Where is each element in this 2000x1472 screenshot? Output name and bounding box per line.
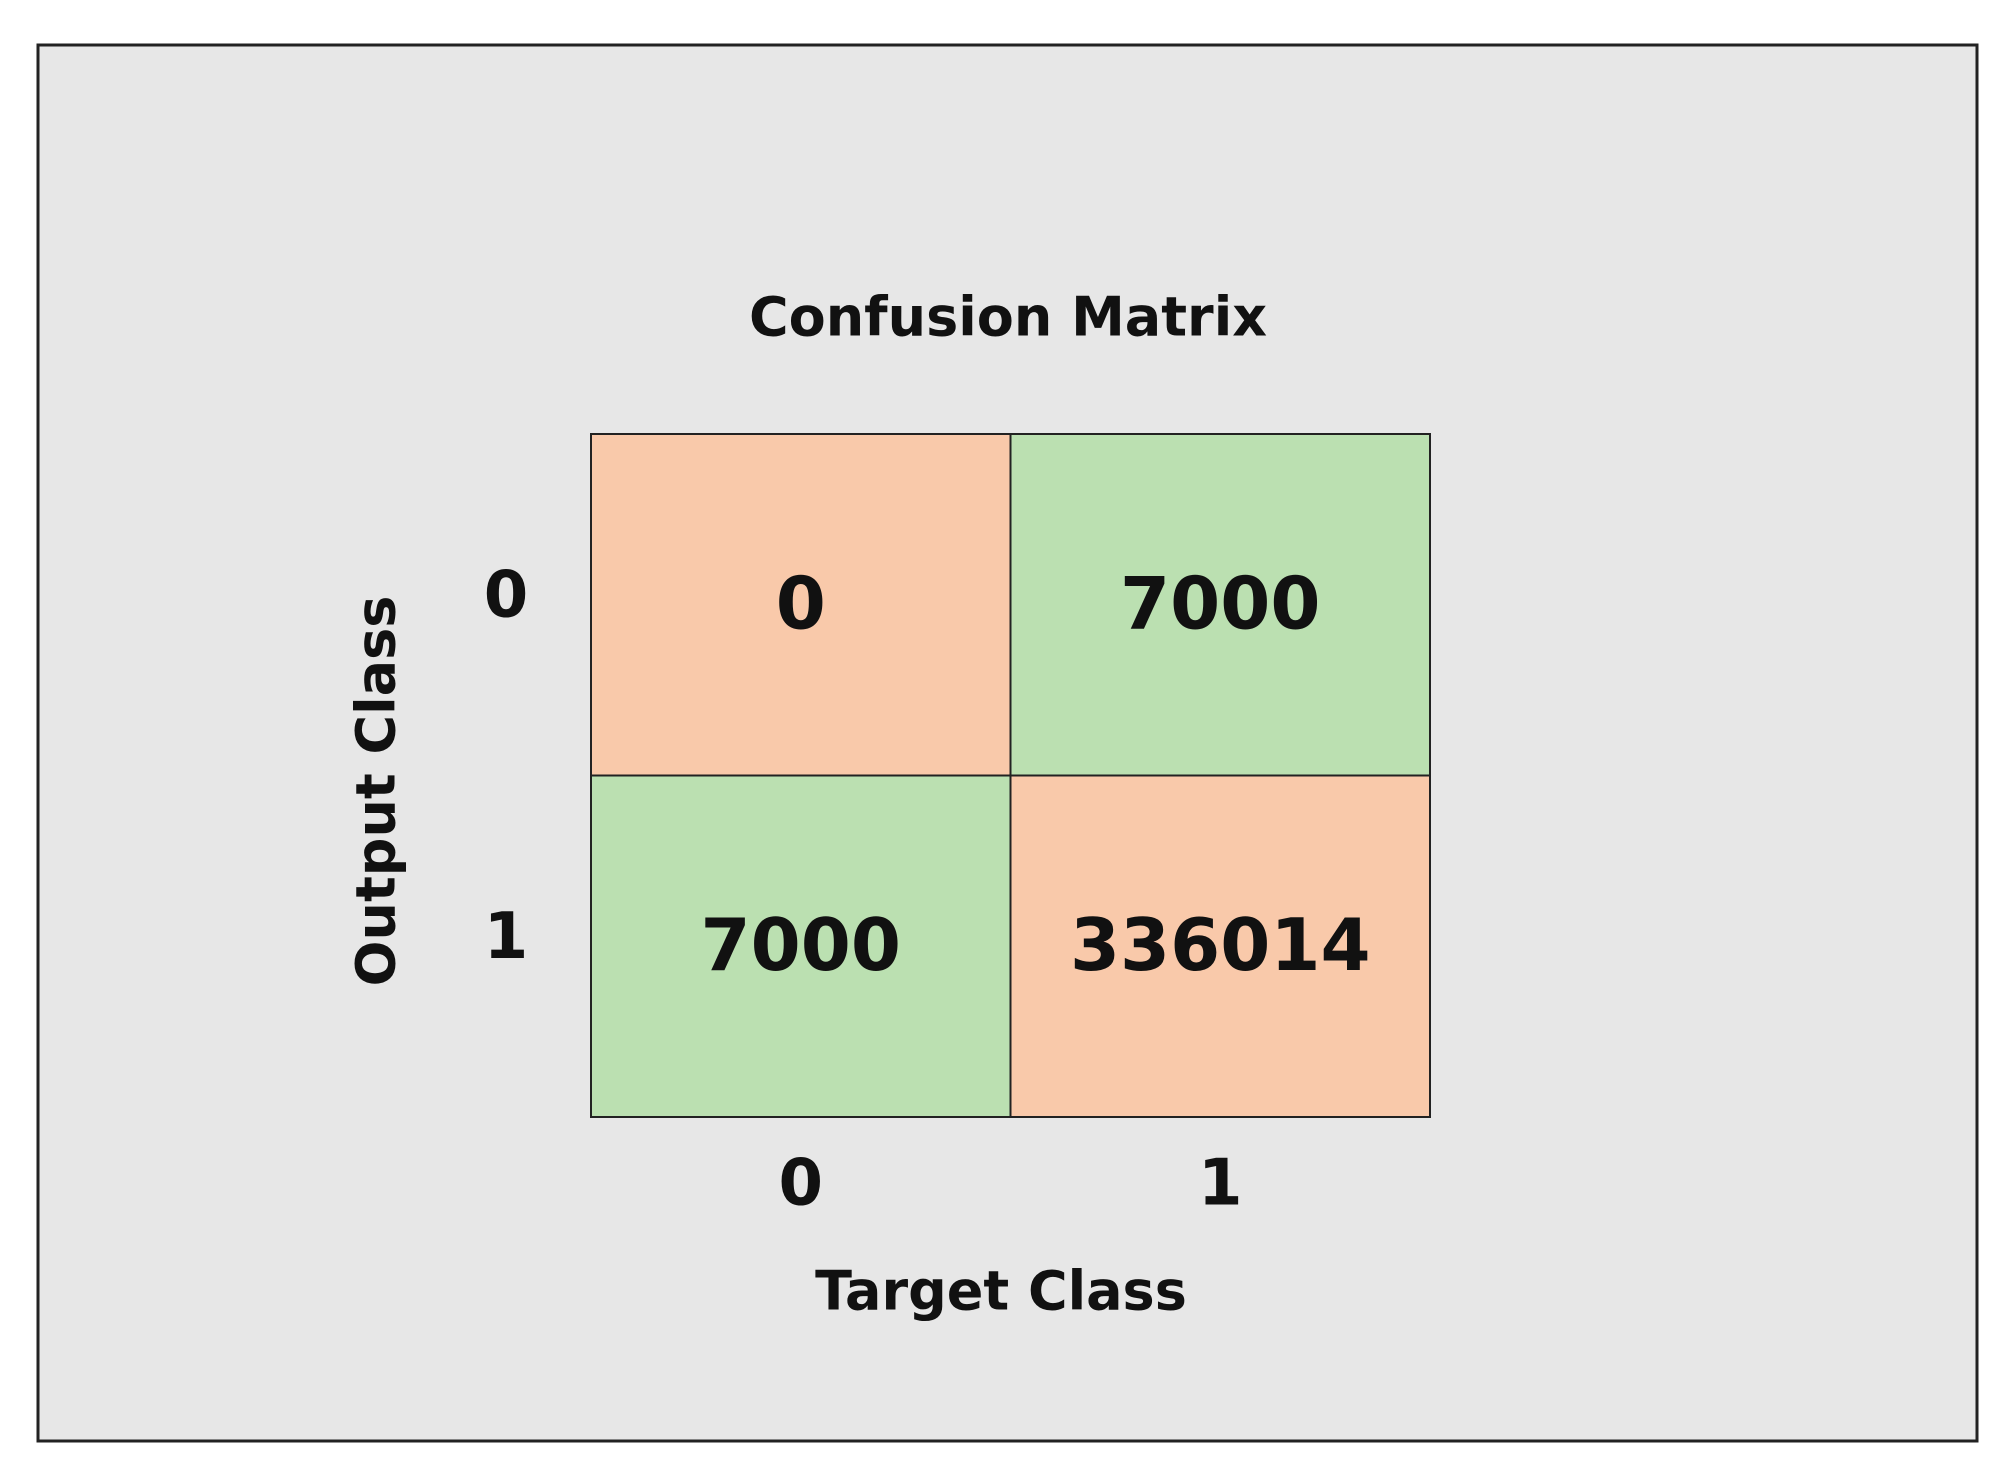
cell-label: 7000 [1120, 561, 1320, 645]
y-tick-label: 0 [484, 558, 529, 632]
y-tick-label: 1 [484, 900, 529, 974]
x-tick-label: 1 [1198, 1147, 1243, 1221]
cell-label: 7000 [701, 903, 901, 987]
cell-label: 336014 [1070, 903, 1371, 987]
heatmap-cell [1009, 433, 1431, 777]
x-tick-label: 0 [778, 1147, 823, 1221]
heatmap-cell [1009, 774, 1431, 1118]
heatmap-cell [590, 774, 1012, 1118]
x-axis-title: Target Class [815, 1260, 1187, 1323]
heatmap-cell [590, 433, 1012, 777]
cell-label: 0 [776, 561, 826, 645]
y-axis-title: Output Class [345, 596, 408, 987]
chart-title: Confusion Matrix [749, 286, 1267, 349]
